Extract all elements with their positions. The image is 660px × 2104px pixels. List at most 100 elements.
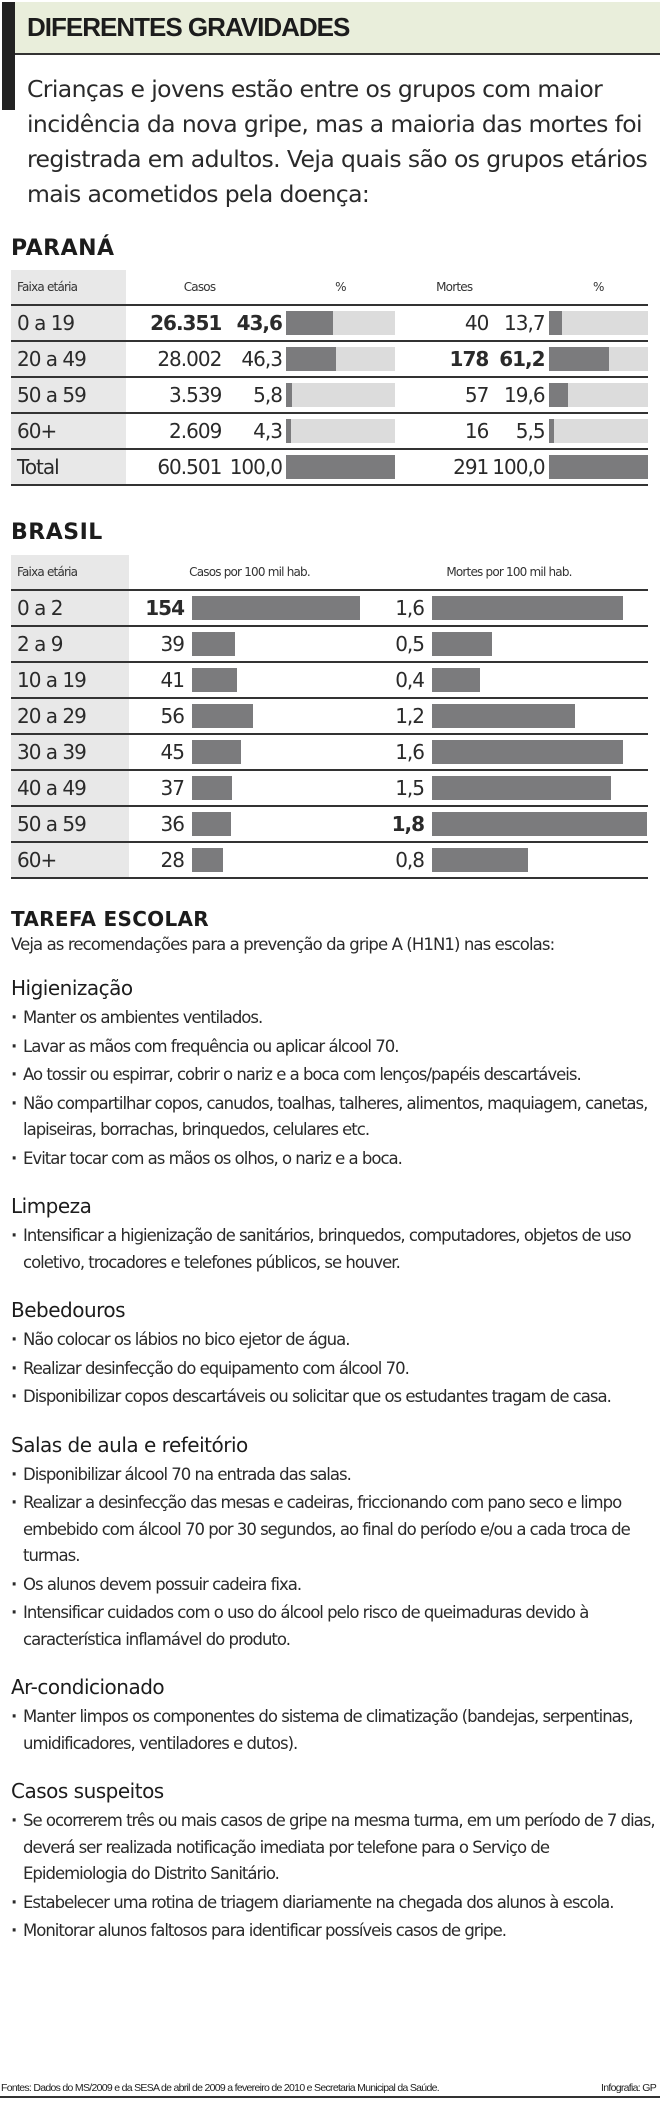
age-cell: 40 a 49 <box>11 769 129 806</box>
list-item: Disponibilizar copos descartáveis ou sol… <box>11 1384 656 1411</box>
header-deaths-pct: % <box>592 280 604 294</box>
deaths-pct-cell: 5,5 <box>492 412 549 449</box>
table-row: Total 60.501 100,0 291 100,0 <box>11 448 648 486</box>
cases-cell: 154 <box>129 589 192 626</box>
deaths-cell: 1,2 <box>370 697 432 734</box>
table-row: 20 a 49 28.002 46,3 178 61,2 <box>11 340 648 377</box>
table-row: 30 a 39 45 1,6 <box>11 733 648 770</box>
list-item: Manter os ambientes ventilados. <box>11 1005 656 1032</box>
school-tasks-title: TAREFA ESCOLAR <box>11 907 210 931</box>
recommendation-group: Casos suspeitos Se ocorrerem três ou mais… <box>11 1779 656 1945</box>
cases-pct-bar <box>285 455 395 479</box>
header-age: Faixa etária <box>11 270 127 305</box>
age-cell: 50 a 59 <box>11 376 127 413</box>
list-item: Realizar a desinfecção das mesas e cadei… <box>11 1490 656 1570</box>
list-item: Lavar as mãos com frequência ou aplicar … <box>11 1034 656 1061</box>
deaths-bar <box>432 740 648 764</box>
table-header: Faixa etária Casos % Mortes % <box>11 270 648 305</box>
cases-bar <box>192 596 370 620</box>
list-item: Realizar desinfecção do equipamento com … <box>11 1356 656 1383</box>
age-cell: 0 a 2 <box>11 589 129 626</box>
cases-pct-cell: 46,3 <box>221 340 286 377</box>
cases-pct-cell: 43,6 <box>221 304 286 341</box>
deaths-pct-cell: 13,7 <box>492 304 549 341</box>
cases-cell: 56 <box>129 697 192 734</box>
intro-text: Crianças e jovens estão entre os grupos … <box>27 75 648 208</box>
deaths-pct-cell: 100,0 <box>492 448 549 486</box>
table-row: 0 a 19 26.351 43,6 40 13,7 <box>11 304 648 341</box>
cases-pct-bar <box>285 347 395 371</box>
deaths-bar <box>432 704 648 728</box>
recommendation-group: Bebedouros Não colocar os lábios no bico … <box>11 1298 656 1411</box>
recommendation-list: Manter limpos os componentes do sistema … <box>11 1704 656 1757</box>
recommendation-group: Limpeza Intensificar a higienização de sa… <box>11 1194 656 1276</box>
credit-text: Infografia: GP <box>601 2082 657 2094</box>
deaths-pct-bar <box>548 419 648 443</box>
list-item: Se ocorrerem três ou mais casos de gripe… <box>11 1808 656 1888</box>
deaths-bar <box>432 596 648 620</box>
parana-table: Faixa etária Casos % Mortes % 0 a 19 26.3… <box>11 270 648 486</box>
recommendation-list: Disponibilizar álcool 70 na entrada das … <box>11 1462 656 1654</box>
group-title: Salas de aula e refeitório <box>11 1432 248 1457</box>
deaths-bar <box>432 668 648 692</box>
cases-pct-cell: 100,0 <box>221 448 286 486</box>
deaths-cell: 1,5 <box>370 769 432 806</box>
age-cell: 2 a 9 <box>11 625 129 662</box>
age-cell: 10 a 19 <box>11 661 129 698</box>
list-item: Não colocar os lábios no bico ejetor de … <box>11 1327 656 1354</box>
cases-bar <box>192 740 370 764</box>
cases-bar <box>192 668 370 692</box>
parana-title: PARANÁ <box>11 236 115 261</box>
deaths-pct-cell: 61,2 <box>492 340 549 377</box>
cases-pct-bar <box>285 419 395 443</box>
brasil-title: BRASIL <box>11 520 103 545</box>
deaths-cell: 16 <box>394 412 493 449</box>
group-title: Ar-condicionado <box>11 1675 165 1699</box>
brasil-table: Faixa etária Casos por 100 mil hab. Mort… <box>11 555 648 879</box>
recommendation-group: Ar-condicionado Manter limpos os componen… <box>11 1675 656 1757</box>
deaths-cell: 57 <box>394 376 493 413</box>
deaths-bar <box>432 848 648 872</box>
cases-bar <box>192 632 370 656</box>
school-tasks: TAREFA ESCOLAR Veja as recomendações par… <box>11 907 656 1947</box>
deaths-cell: 291 <box>394 448 493 486</box>
deaths-cell: 1,6 <box>370 589 432 626</box>
age-cell: Total <box>11 448 127 486</box>
sources-text: Fontes: Dados do MS/2009 e da SESA de ab… <box>1 2082 440 2094</box>
age-cell: 20 a 49 <box>11 340 127 377</box>
list-item: Intensificar a higienização de sanitário… <box>11 1223 656 1276</box>
deaths-cell: 40 <box>394 304 493 341</box>
recommendation-list: Não colocar os lábios no bico ejetor de … <box>11 1327 656 1411</box>
cases-cell: 37 <box>129 769 192 806</box>
table-row: 2 a 9 39 0,5 <box>11 625 648 662</box>
accent-bar <box>2 2 15 110</box>
deaths-pct-bar <box>548 455 648 479</box>
age-cell: 20 a 29 <box>11 697 129 734</box>
cases-cell: 2.609 <box>126 412 222 449</box>
list-item: Evitar tocar com as mãos os olhos, o nar… <box>11 1146 656 1173</box>
deaths-cell: 0,4 <box>370 661 432 698</box>
cases-pct-bar <box>285 311 395 335</box>
cases-bar <box>192 812 370 836</box>
cases-cell: 41 <box>129 661 192 698</box>
list-item: Intensificar cuidados com o uso do álcoo… <box>11 1600 656 1653</box>
deaths-pct-bar <box>548 347 648 371</box>
list-item: Estabelecer uma rotina de triagem diaria… <box>11 1890 656 1917</box>
table-row: 50 a 59 36 1,8 <box>11 805 648 842</box>
header-cases-pct: % <box>335 280 346 294</box>
cases-cell: 28.002 <box>126 340 222 377</box>
title-band <box>15 2 660 55</box>
table-row: 50 a 59 3.539 5,8 57 19,6 <box>11 376 648 413</box>
cases-bar <box>192 848 370 872</box>
recommendation-list: Intensificar a higienização de sanitário… <box>11 1223 656 1276</box>
cases-cell: 45 <box>129 733 192 770</box>
age-cell: 60+ <box>11 412 127 449</box>
table-row: 20 a 29 56 1,2 <box>11 697 648 734</box>
list-item: Os alunos devem possuir cadeira fixa. <box>11 1572 656 1599</box>
table-header: Faixa etária Casos por 100 mil hab. Mort… <box>11 555 648 590</box>
header-age: Faixa etária <box>11 555 129 590</box>
deaths-pct-bar <box>548 383 648 407</box>
table-row: 0 a 2 154 1,6 <box>11 589 648 626</box>
cases-pct-cell: 5,8 <box>221 376 286 413</box>
cases-bar <box>192 704 370 728</box>
